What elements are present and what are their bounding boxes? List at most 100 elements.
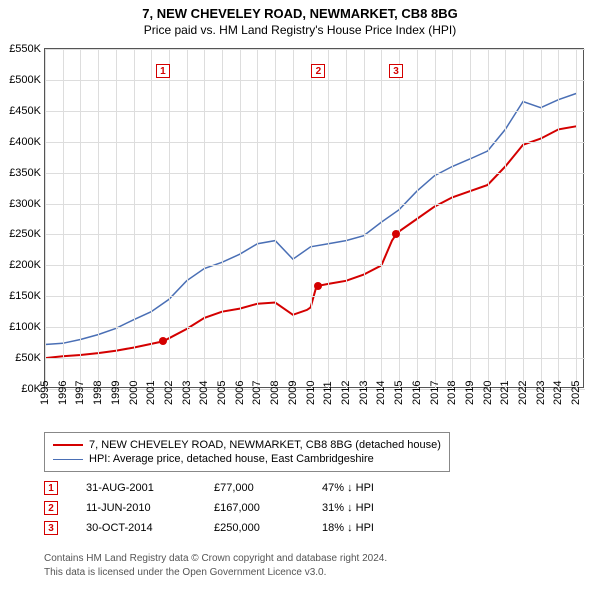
gridline-horizontal (45, 111, 585, 112)
x-axis-tick-label: 2009 (287, 381, 299, 405)
x-axis-tick-label: 2001 (145, 381, 157, 405)
chart-legend: 7, NEW CHEVELEY ROAD, NEWMARKET, CB8 8BG… (44, 432, 450, 472)
gridline-vertical (346, 49, 347, 389)
chart-plot-area: £0K£50K£100K£150K£200K£250K£300K£350K£40… (44, 48, 584, 388)
x-axis-tick-label: 1997 (74, 381, 86, 405)
y-axis-tick-label: £100K (9, 321, 41, 333)
chart-subtitle: Price paid vs. HM Land Registry's House … (0, 23, 600, 37)
sale-point (314, 282, 322, 290)
gridline-vertical (470, 49, 471, 389)
gridline-vertical (311, 49, 312, 389)
x-axis-tick-label: 2006 (234, 381, 246, 405)
sale-date: 30-OCT-2014 (86, 522, 186, 534)
gridline-vertical (169, 49, 170, 389)
x-axis-tick-label: 2004 (198, 381, 210, 405)
gridline-vertical (80, 49, 81, 389)
sale-marker-cell: 2 (44, 501, 58, 515)
chart-title: 7, NEW CHEVELEY ROAD, NEWMARKET, CB8 8BG (0, 6, 600, 21)
sales-table: 131-AUG-2001£77,00047% ↓ HPI211-JUN-2010… (44, 478, 374, 538)
x-axis-tick-label: 2010 (305, 381, 317, 405)
y-axis-tick-label: £250K (9, 228, 41, 240)
x-axis-tick-label: 2016 (411, 381, 423, 405)
gridline-horizontal (45, 265, 585, 266)
gridline-horizontal (45, 327, 585, 328)
sale-price: £77,000 (214, 482, 294, 494)
legend-swatch (53, 444, 83, 446)
x-axis-tick-label: 2008 (269, 381, 281, 405)
x-axis-tick-label: 2022 (517, 381, 529, 405)
gridline-vertical (505, 49, 506, 389)
sale-price: £250,000 (214, 522, 294, 534)
x-axis-tick-label: 2013 (358, 381, 370, 405)
gridline-vertical (187, 49, 188, 389)
sale-hpi-delta: 18% ↓ HPI (322, 522, 374, 534)
gridline-vertical (45, 49, 46, 389)
chart-svg (45, 49, 585, 389)
gridline-vertical (488, 49, 489, 389)
gridline-horizontal (45, 296, 585, 297)
sale-hpi-delta: 47% ↓ HPI (322, 482, 374, 494)
x-axis-tick-label: 2012 (340, 381, 352, 405)
gridline-horizontal (45, 173, 585, 174)
attribution-line-2: This data is licensed under the Open Gov… (44, 566, 387, 580)
gridline-vertical (275, 49, 276, 389)
x-axis-tick-label: 1996 (57, 381, 69, 405)
gridline-vertical (381, 49, 382, 389)
sales-table-row: 131-AUG-2001£77,00047% ↓ HPI (44, 478, 374, 498)
gridline-vertical (328, 49, 329, 389)
sale-hpi-delta: 31% ↓ HPI (322, 502, 374, 514)
y-axis-tick-label: £550K (9, 43, 41, 55)
gridline-vertical (558, 49, 559, 389)
x-axis-tick-label: 2018 (446, 381, 458, 405)
gridline-vertical (98, 49, 99, 389)
sale-price: £167,000 (214, 502, 294, 514)
x-axis-tick-label: 2021 (499, 381, 511, 405)
sale-marker-cell: 1 (44, 481, 58, 495)
gridline-vertical (523, 49, 524, 389)
attribution-line-1: Contains HM Land Registry data © Crown c… (44, 552, 387, 566)
x-axis-tick-label: 1999 (110, 381, 122, 405)
y-axis-tick-label: £150K (9, 290, 41, 302)
gridline-vertical (240, 49, 241, 389)
gridline-vertical (293, 49, 294, 389)
y-axis-tick-label: £350K (9, 167, 41, 179)
x-axis-tick-label: 2015 (393, 381, 405, 405)
sale-marker: 1 (156, 64, 170, 78)
sale-marker-cell: 3 (44, 521, 58, 535)
x-axis-tick-label: 2023 (535, 381, 547, 405)
gridline-vertical (576, 49, 577, 389)
x-axis-tick-label: 2000 (128, 381, 140, 405)
gridline-vertical (364, 49, 365, 389)
gridline-horizontal (45, 80, 585, 81)
sale-marker: 2 (311, 64, 325, 78)
gridline-vertical (151, 49, 152, 389)
legend-item: 7, NEW CHEVELEY ROAD, NEWMARKET, CB8 8BG… (53, 438, 441, 452)
x-axis-tick-label: 2011 (322, 381, 334, 405)
sales-table-row: 211-JUN-2010£167,00031% ↓ HPI (44, 498, 374, 518)
gridline-vertical (204, 49, 205, 389)
y-axis-tick-label: £300K (9, 198, 41, 210)
gridline-vertical (134, 49, 135, 389)
gridline-vertical (452, 49, 453, 389)
sales-table-row: 3 30-OCT-2014 £250,000 18% ↓ HPI (44, 518, 374, 538)
y-axis-tick-label: £50K (15, 352, 41, 364)
sale-marker: 3 (389, 64, 403, 78)
gridline-vertical (257, 49, 258, 389)
legend-item: HPI: Average price, detached house, East… (53, 452, 441, 466)
gridline-horizontal (45, 204, 585, 205)
y-axis-tick-label: £500K (9, 74, 41, 86)
x-axis-tick-label: 2003 (181, 381, 193, 405)
x-axis-tick-label: 2014 (375, 381, 387, 405)
gridline-vertical (63, 49, 64, 389)
x-axis-tick-label: 2007 (251, 381, 263, 405)
gridline-vertical (116, 49, 117, 389)
x-axis-tick-label: 2017 (429, 381, 441, 405)
sale-point (392, 230, 400, 238)
y-axis-tick-label: £200K (9, 259, 41, 271)
gridline-vertical (541, 49, 542, 389)
gridline-vertical (417, 49, 418, 389)
legend-label: 7, NEW CHEVELEY ROAD, NEWMARKET, CB8 8BG… (89, 439, 441, 451)
gridline-vertical (399, 49, 400, 389)
x-axis-tick-label: 2024 (552, 381, 564, 405)
gridline-vertical (222, 49, 223, 389)
